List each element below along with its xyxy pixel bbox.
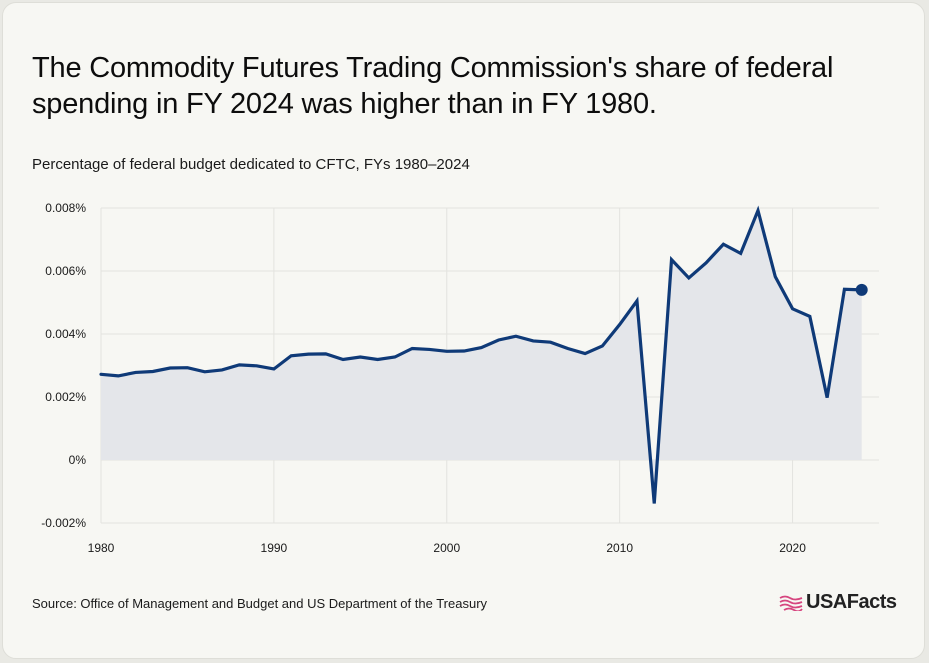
- y-tick-label: 0.004%: [45, 327, 86, 341]
- area-fill-layer: [101, 210, 862, 504]
- y-tick-label: 0.008%: [45, 201, 86, 215]
- chart-title: The Commodity Futures Trading Commission…: [32, 52, 834, 120]
- y-tick-label: 0.002%: [45, 390, 86, 404]
- series-line: [99, 205, 864, 504]
- logo-text: USAFacts: [806, 591, 897, 613]
- x-tick-label: 1990: [261, 541, 288, 555]
- y-tick-label: -0.002%: [41, 516, 86, 530]
- usafacts-flag-icon: [779, 595, 803, 611]
- y-tick-labels: -0.002% 0% 0.002% 0.004% 0.006% 0.008%: [41, 201, 86, 530]
- series-area: [101, 210, 862, 504]
- chart-subtitle: Percentage of federal budget dedicated t…: [32, 156, 470, 173]
- last-point-marker: [855, 283, 868, 296]
- x-tick-label: 1980: [88, 541, 115, 555]
- y-tick-label: 0.006%: [45, 264, 86, 278]
- x-tick-labels: 1980 1990 2000 2010 2020: [88, 541, 807, 555]
- usafacts-logo: USAFacts: [779, 591, 897, 614]
- source-note: Source: Office of Management and Budget …: [32, 596, 488, 611]
- y-tick-label: 0%: [69, 453, 87, 467]
- series-line-layer: [99, 205, 868, 504]
- x-tick-label: 2000: [433, 541, 460, 555]
- x-tick-label: 2020: [779, 541, 806, 555]
- x-tick-label: 2010: [606, 541, 633, 555]
